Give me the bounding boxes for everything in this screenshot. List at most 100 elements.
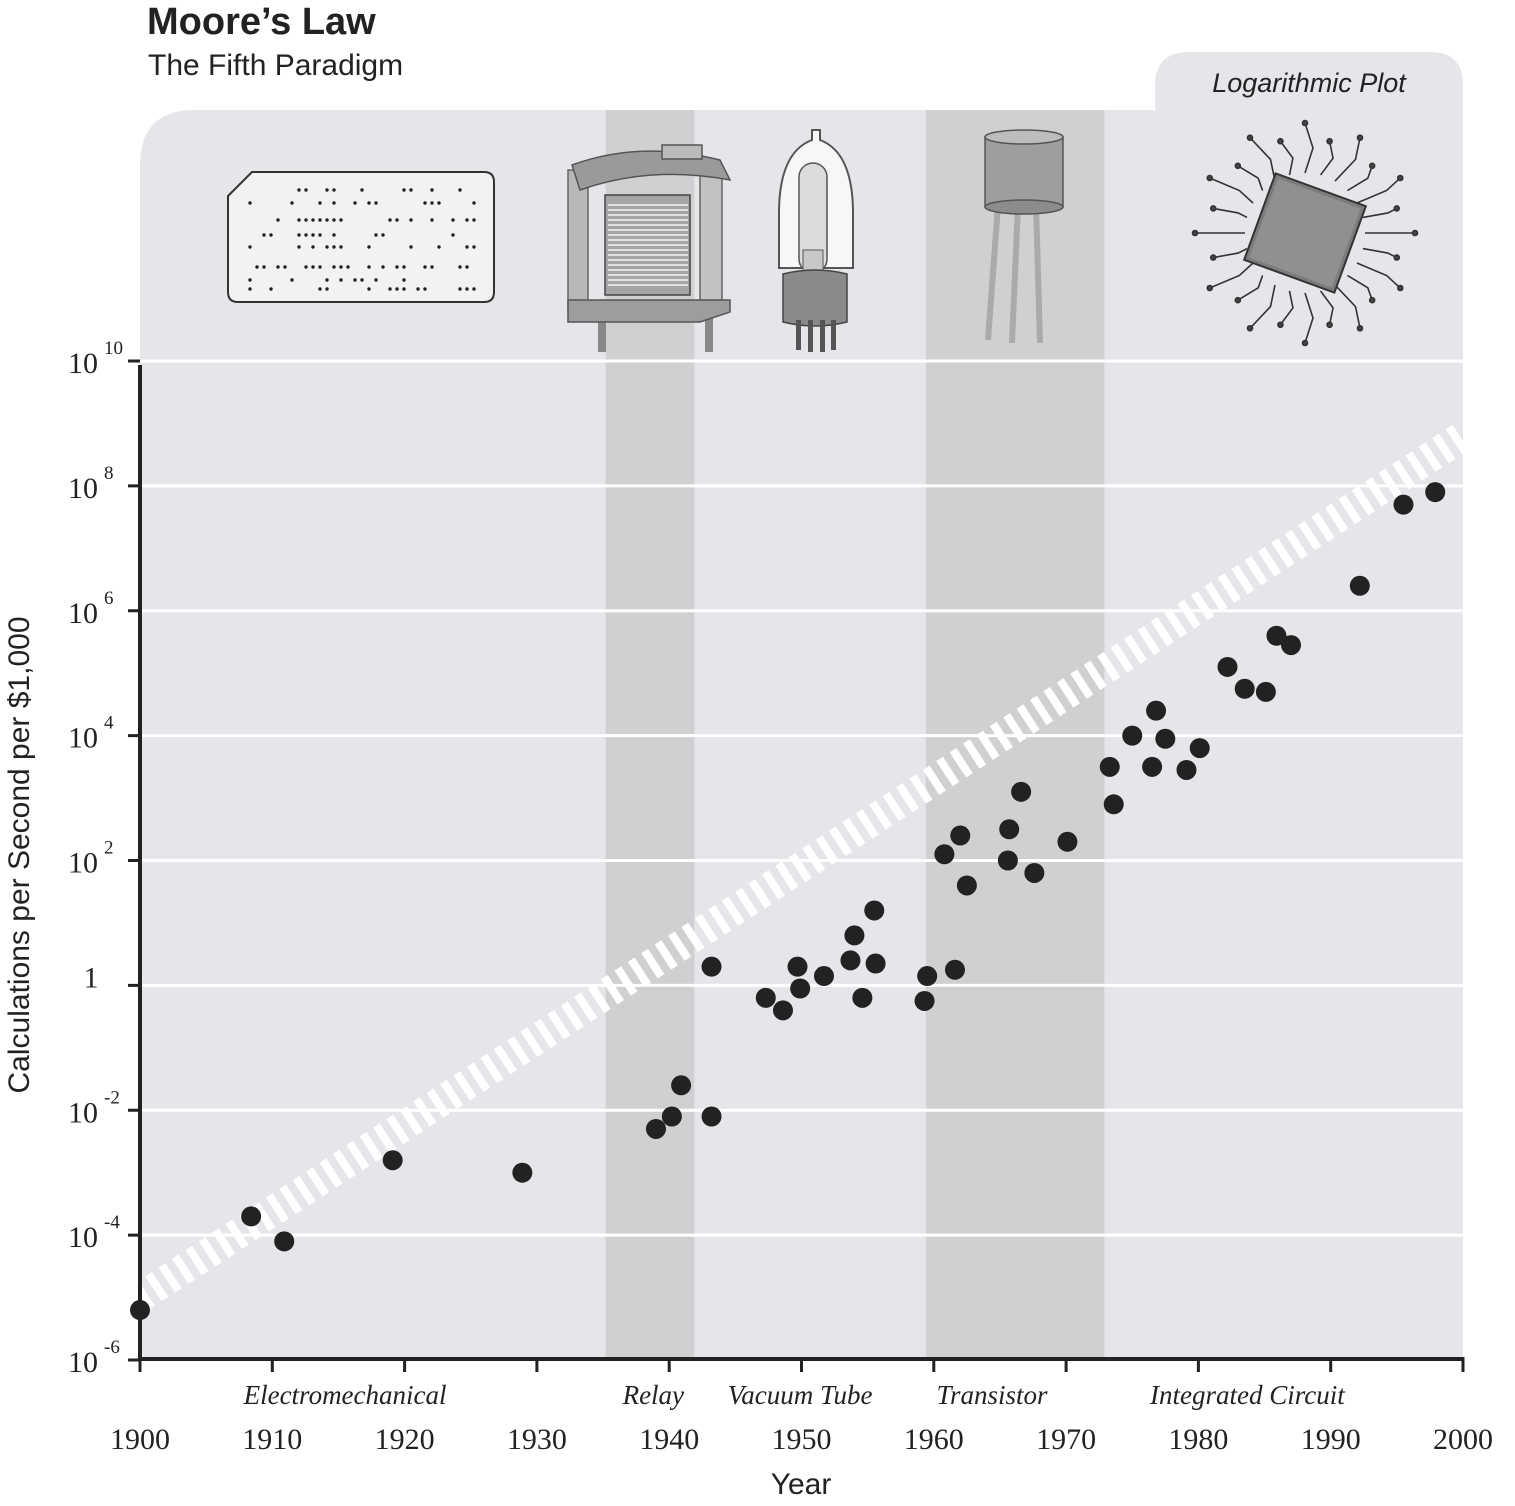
x-tick-label: 1920 (375, 1423, 435, 1456)
punch-hole (325, 188, 329, 192)
punch-hole (388, 218, 392, 222)
x-tick-label: 1900 (110, 1423, 170, 1456)
data-point (1011, 781, 1032, 802)
punch-hole (423, 201, 427, 205)
punch-hole (297, 188, 301, 192)
punch-hole (339, 278, 343, 282)
punch-hole (353, 201, 357, 205)
punch-hole (409, 245, 413, 249)
circuit-trace (1213, 247, 1248, 259)
y-tick-label: 1 (84, 961, 99, 994)
punch-hole (311, 265, 315, 269)
punch-hole (276, 265, 280, 269)
punch-hole (437, 245, 441, 249)
y-tick-exponent: -4 (104, 1212, 120, 1233)
punch-hole (472, 287, 476, 291)
punch-hole (248, 278, 252, 282)
data-point (274, 1231, 295, 1252)
circuit-pad (1396, 284, 1404, 292)
circuit-trace (1209, 262, 1254, 289)
punch-hole (262, 233, 266, 237)
punch-hole (248, 287, 252, 291)
y-tick-label: 10 (68, 847, 98, 880)
x-tick-label: 1930 (507, 1423, 567, 1456)
x-tick-label: 1970 (1036, 1423, 1096, 1456)
punch-hole (430, 218, 434, 222)
punch-hole (248, 201, 252, 205)
circuit-trace (1356, 262, 1401, 289)
circuit-pad (1234, 296, 1242, 304)
y-tick-exponent: 4 (104, 713, 114, 734)
punch-hole (311, 218, 315, 222)
data-point (944, 959, 965, 980)
punch-hole (318, 201, 322, 205)
punch-hole (451, 218, 455, 222)
x-tick-label: 1910 (242, 1423, 302, 1456)
data-point (914, 990, 935, 1011)
x-axis-title: Year (771, 1468, 832, 1501)
data-point (1349, 575, 1370, 596)
chart-subtitle: The Fifth Paradigm (148, 49, 403, 82)
punch-hole (458, 265, 462, 269)
data-point (701, 1106, 722, 1127)
circuit-trace (1319, 290, 1334, 325)
circuit-trace (1334, 284, 1361, 329)
punch-hole (304, 218, 308, 222)
circuit-trace (1362, 207, 1398, 219)
punch-hole (311, 245, 315, 249)
punch-hole (255, 265, 259, 269)
circuit-pad (1209, 254, 1217, 261)
data-point (512, 1162, 533, 1183)
circuit-pad (1393, 254, 1401, 261)
circuit-trace (1209, 177, 1254, 204)
punch-hole (339, 265, 343, 269)
y-tick-exponent: 6 (104, 588, 114, 609)
y-axis-title: Calculations per Second per $1,000 (3, 617, 36, 1094)
punch-hole (332, 188, 336, 192)
chart-title: Moore’s Law (147, 1, 376, 43)
punch-hole (430, 201, 434, 205)
data-point (950, 825, 971, 846)
data-point (840, 950, 861, 971)
punch-hole (381, 233, 385, 237)
data-point (1122, 725, 1143, 746)
y-tick-label: 10 (68, 472, 98, 505)
data-point (1099, 756, 1120, 777)
circuit-trace (1334, 137, 1361, 182)
data-point (852, 987, 873, 1008)
data-point (864, 900, 885, 921)
circuit-pad (1206, 284, 1214, 292)
data-point (1281, 635, 1302, 656)
data-point (1103, 794, 1124, 815)
data-point (1146, 700, 1167, 721)
punch-hole (458, 287, 462, 291)
punch-hole (332, 218, 336, 222)
data-point (1024, 862, 1045, 883)
punch-hole (325, 278, 329, 282)
punch-hole (402, 278, 406, 282)
circuit-trace (1279, 290, 1294, 326)
x-tick-label: 1940 (639, 1423, 699, 1456)
integrated-circuit-icon (1191, 119, 1419, 347)
circuit-pad (1234, 162, 1242, 170)
punch-hole (465, 265, 469, 269)
data-point (1234, 678, 1255, 699)
data-point (934, 844, 955, 865)
punch-hole (269, 233, 273, 237)
y-tick-exponent: 8 (104, 463, 114, 484)
punch-hole (360, 188, 364, 192)
punch-hole (346, 265, 350, 269)
data-point (1266, 625, 1287, 646)
y-tick-exponent: 10 (104, 338, 123, 359)
y-tick-label: 10 (68, 1221, 98, 1254)
circuit-trace (1249, 284, 1276, 329)
punch-hole (395, 287, 399, 291)
x-tick-label: 1960 (904, 1423, 964, 1456)
era-label: Electromechanical (243, 1380, 447, 1410)
punch-hole (283, 265, 287, 269)
vacuum-tube-icon (778, 129, 854, 352)
punch-hole (430, 265, 434, 269)
era-label: Integrated Circuit (1149, 1380, 1346, 1410)
circuit-trace (1213, 207, 1248, 219)
punch-hole (472, 201, 476, 205)
